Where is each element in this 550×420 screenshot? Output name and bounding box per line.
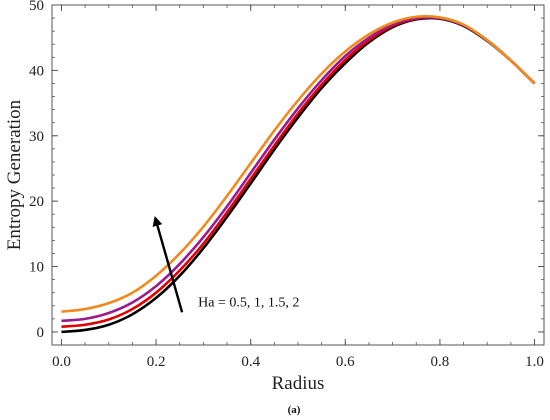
x-tick-label: 0.4 xyxy=(241,354,260,370)
y-tick-label: 30 xyxy=(29,129,44,145)
ticks-group: 0.0 0.2 0.4 0.6 0.8 1.0 0 10 20 30 40 50 xyxy=(29,0,544,370)
y-axis-title: Entropy Generation xyxy=(4,99,25,250)
y-tick-label: 0 xyxy=(37,325,45,341)
annotation-arrow xyxy=(152,215,184,313)
series-line-3 xyxy=(61,15,536,323)
y-tick-label: 10 xyxy=(29,260,44,276)
annotation-group: Ha = 0.5, 1, 1.5, 2 xyxy=(152,215,299,313)
x-tick-label: 0.8 xyxy=(431,354,450,370)
series-group xyxy=(61,14,536,334)
y-tick-label: 40 xyxy=(29,63,44,79)
plot-frame xyxy=(51,4,545,346)
x-axis-title: Radius xyxy=(272,373,325,394)
series-line-1 xyxy=(61,16,536,334)
y-tick-label: 50 xyxy=(29,0,44,14)
annotation-text: Ha = 0.5, 1, 1.5, 2 xyxy=(198,295,299,310)
x-tick-label: 0.6 xyxy=(336,354,355,370)
panel-label: (a) xyxy=(288,404,301,416)
series-line-4 xyxy=(61,14,536,313)
x-tick-label: 0.0 xyxy=(52,354,71,370)
series-line-2 xyxy=(61,16,536,328)
x-tick-label: 1.0 xyxy=(525,354,544,370)
x-tick-label: 0.2 xyxy=(147,354,166,370)
y-tick-label: 20 xyxy=(29,194,44,210)
